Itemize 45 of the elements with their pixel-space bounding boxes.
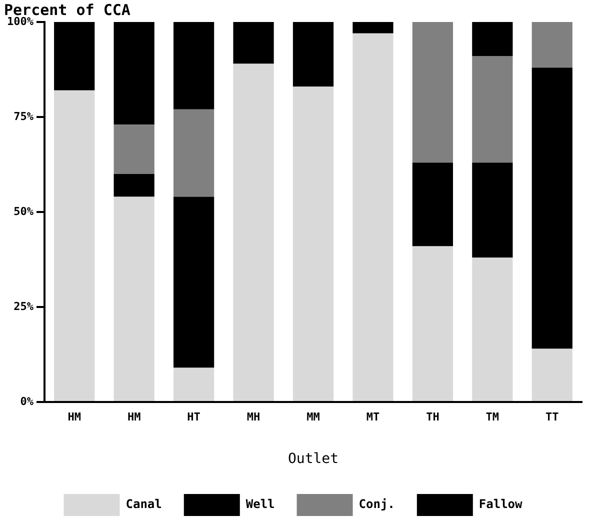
- bar: [352, 33, 394, 401]
- x-tick-label: HM: [127, 410, 142, 424]
- bar: [114, 22, 154, 125]
- bar: [114, 196, 154, 401]
- legend-label: Conj.: [358, 497, 395, 512]
- x-tick-label: MH: [246, 410, 260, 424]
- bar: [412, 246, 453, 401]
- bar: [173, 109, 214, 197]
- bar: [114, 174, 154, 197]
- x-tick-label: TH: [426, 410, 440, 424]
- x-tick-label: TM: [486, 410, 500, 424]
- bar: [233, 64, 274, 401]
- bar: [532, 22, 572, 68]
- bar: [412, 22, 453, 163]
- y-tick-label: 25%: [14, 300, 34, 313]
- bar: [472, 56, 513, 163]
- legend-label: Fallow: [478, 497, 524, 512]
- y-tick-label: 100%: [6, 14, 34, 28]
- legend-label: Well: [246, 497, 275, 512]
- x-tick-label: HT: [187, 410, 201, 424]
- bar: [54, 22, 95, 90]
- y-tick-label: 0%: [20, 394, 34, 408]
- bar: [532, 68, 572, 349]
- x-tick-label: HM: [68, 410, 82, 424]
- bar: [173, 368, 214, 401]
- bar: [233, 22, 274, 64]
- bar: [173, 22, 214, 110]
- x-tick-label: TT: [546, 410, 560, 424]
- y-tick-label: 50%: [14, 204, 34, 218]
- y-tick-label: 75%: [14, 110, 34, 123]
- bar: [173, 196, 214, 368]
- bar: [412, 162, 453, 246]
- x-axis-title: Outlet: [288, 451, 339, 468]
- bar: [532, 348, 572, 401]
- bar: [472, 162, 513, 258]
- bar: [114, 124, 154, 174]
- legend-label: Canal: [126, 497, 162, 512]
- bar: [352, 22, 394, 34]
- bar: [472, 22, 513, 56]
- x-tick-label: MM: [306, 410, 320, 424]
- x-tick-label: MT: [366, 410, 380, 424]
- bar: [292, 22, 334, 87]
- bar: [472, 258, 513, 401]
- bar: [54, 90, 95, 401]
- bar: [292, 86, 334, 401]
